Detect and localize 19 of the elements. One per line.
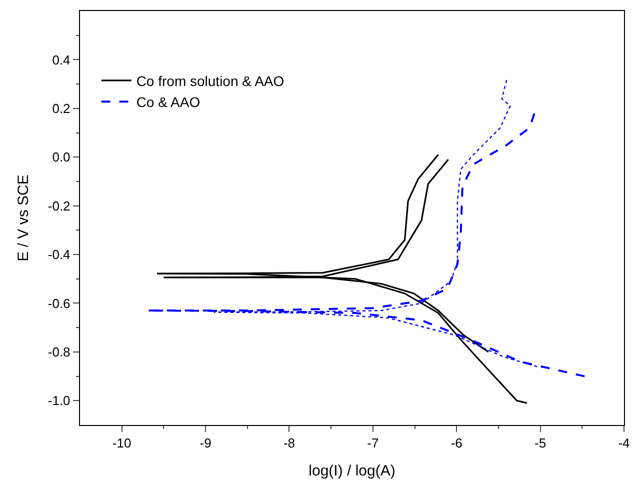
legend-label: Co from solution & AAO xyxy=(136,72,284,89)
legend-label: Co & AAO xyxy=(136,94,200,110)
x-axis-title: log(I) / log(A) xyxy=(308,462,396,480)
y-tick-label: -1.0 xyxy=(48,393,70,408)
y-tick-label: -0.6 xyxy=(48,296,70,311)
x-tick-label: -10 xyxy=(112,436,132,451)
y-tick-label: 0.4 xyxy=(52,52,70,68)
x-tick-label: -4 xyxy=(618,436,630,451)
y-tick-label: -0.2 xyxy=(48,198,70,214)
y-tick-label: -0.8 xyxy=(48,344,70,360)
y-tick-label: 0.2 xyxy=(52,100,70,116)
y-tick-label: 0.0 xyxy=(52,150,70,165)
y-axis-title: E / V vs SCE xyxy=(15,174,32,262)
x-tick-label: -7 xyxy=(367,436,379,451)
y-tick-label: -0.4 xyxy=(48,247,70,262)
x-tick-label: -5 xyxy=(534,436,546,451)
x-tick-label: -6 xyxy=(450,436,462,451)
x-tick-label: -9 xyxy=(200,436,212,451)
x-tick-label: -8 xyxy=(283,436,296,451)
